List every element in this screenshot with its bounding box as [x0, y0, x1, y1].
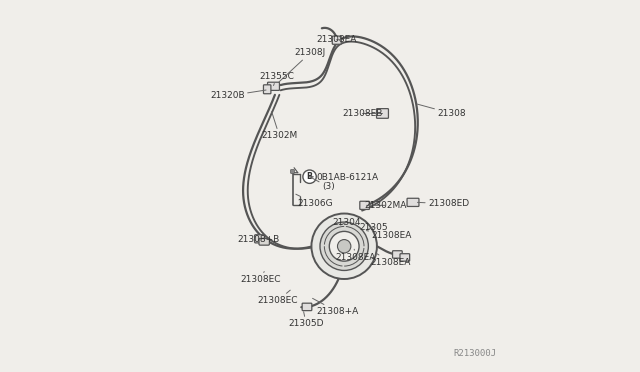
Text: 21308EA: 21308EA — [316, 35, 356, 44]
Circle shape — [320, 222, 369, 270]
Text: 21308ED: 21308ED — [417, 199, 469, 208]
Text: 21308+A: 21308+A — [312, 298, 358, 316]
Circle shape — [330, 231, 359, 261]
Text: 21308EA: 21308EA — [367, 231, 412, 240]
Text: 21304: 21304 — [332, 218, 360, 227]
Text: 21302M: 21302M — [261, 112, 298, 140]
FancyBboxPatch shape — [255, 235, 265, 243]
Text: 21308EC: 21308EC — [240, 272, 280, 284]
Text: 21308J: 21308J — [279, 48, 326, 82]
Text: 0B1AB-6121A: 0B1AB-6121A — [310, 173, 378, 182]
FancyBboxPatch shape — [360, 201, 369, 209]
Text: 21355C: 21355C — [260, 72, 294, 86]
FancyBboxPatch shape — [392, 251, 402, 258]
FancyBboxPatch shape — [291, 170, 294, 173]
Text: 21305: 21305 — [359, 223, 388, 232]
FancyBboxPatch shape — [268, 82, 280, 90]
Circle shape — [303, 170, 316, 183]
Text: 21308EA: 21308EA — [335, 249, 376, 262]
Text: (3): (3) — [310, 177, 335, 191]
Circle shape — [337, 240, 351, 253]
FancyBboxPatch shape — [259, 238, 269, 245]
FancyBboxPatch shape — [264, 85, 271, 94]
Text: 21308EA: 21308EA — [370, 253, 411, 267]
Text: 21305D: 21305D — [289, 312, 324, 328]
FancyBboxPatch shape — [407, 198, 419, 206]
Text: 21308: 21308 — [417, 104, 466, 118]
FancyBboxPatch shape — [376, 109, 388, 118]
FancyBboxPatch shape — [302, 303, 312, 311]
Text: 21302MA: 21302MA — [364, 201, 406, 210]
Text: B: B — [307, 172, 313, 181]
Text: R213000J: R213000J — [454, 349, 497, 358]
Text: 21306G: 21306G — [296, 194, 333, 208]
Text: 21308+B: 21308+B — [237, 235, 280, 244]
Text: 21320B: 21320B — [211, 90, 266, 100]
Circle shape — [312, 214, 377, 279]
FancyBboxPatch shape — [332, 36, 341, 44]
Text: 21308EB: 21308EB — [342, 109, 383, 118]
FancyBboxPatch shape — [400, 254, 410, 261]
Text: 21308EC: 21308EC — [257, 290, 298, 305]
